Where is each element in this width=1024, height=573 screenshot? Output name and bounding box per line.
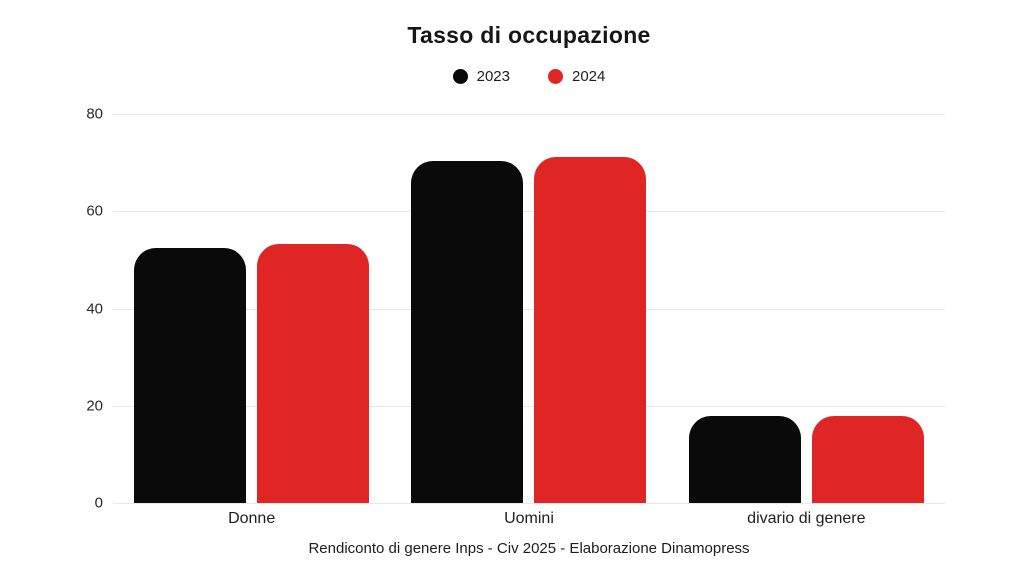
gridline-20 bbox=[113, 405, 945, 407]
y-axis-tick-40: 40 bbox=[86, 300, 103, 317]
gridline-40 bbox=[113, 308, 945, 310]
legend-label-2023: 2023 bbox=[476, 68, 510, 85]
legend-dot-2023-icon bbox=[452, 69, 468, 84]
y-axis-tick-20: 20 bbox=[86, 397, 103, 415]
legend-item-2023: 2023 bbox=[452, 68, 510, 85]
bar-groups bbox=[113, 114, 945, 503]
legend-label-2024: 2024 bbox=[572, 68, 606, 85]
y-axis-tick-0: 0 bbox=[94, 494, 103, 512]
legend-dot-2024-icon bbox=[548, 69, 563, 84]
plot-area: 80 60 40 20 0 bbox=[86, 106, 945, 512]
x-axis-label-uomini: Uomini bbox=[504, 510, 554, 527]
gridline-60 bbox=[113, 211, 945, 213]
gridline-0 bbox=[113, 503, 945, 504]
legend: 2023 2024 bbox=[113, 68, 945, 85]
bar-group-uomini bbox=[390, 114, 667, 503]
legend-item-2024: 2024 bbox=[548, 68, 605, 85]
y-axis-tick-80: 80 bbox=[86, 105, 103, 123]
y-axis-tick-60: 60 bbox=[86, 202, 103, 220]
bar-group-donne bbox=[113, 114, 390, 503]
chart-title: Tasso di occupazione bbox=[407, 22, 651, 48]
chart-header: Tasso di occupazione 2023 2024 bbox=[113, 0, 945, 85]
x-axis-label-donne: Donne bbox=[228, 510, 276, 527]
bar-group-divario bbox=[668, 114, 945, 503]
x-axis-label-divario: divario di genere bbox=[747, 510, 866, 527]
bar-divario-2024 bbox=[811, 416, 924, 503]
source-caption: Rendiconto di genere Inps - Civ 2025 - E… bbox=[308, 540, 750, 557]
x-axis-labels: Donne Uomini divario di genere bbox=[113, 510, 945, 528]
bar-divario-2023 bbox=[688, 415, 801, 503]
gridline-80 bbox=[113, 114, 945, 115]
bar-uomini-2023 bbox=[411, 160, 524, 503]
bar-donne-2024 bbox=[257, 243, 370, 503]
bar-donne-2023 bbox=[134, 247, 247, 503]
bar-uomini-2024 bbox=[534, 157, 647, 503]
